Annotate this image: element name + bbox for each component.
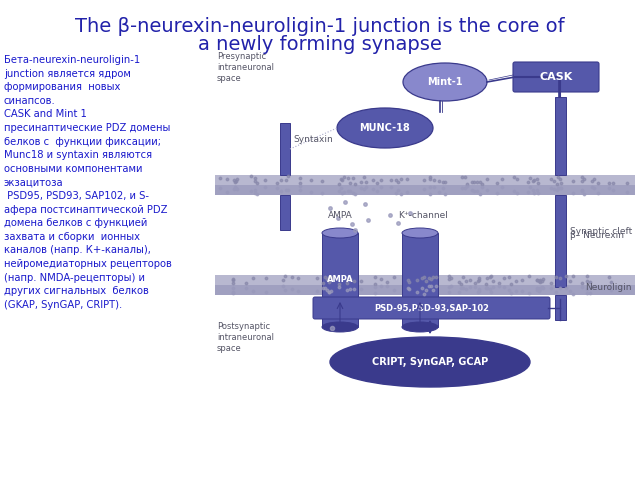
Text: MUNC-18: MUNC-18 [360,123,410,133]
Text: Synaptic cleft: Synaptic cleft [570,228,632,237]
Text: β– Neurexin: β– Neurexin [570,230,624,240]
Text: PSD-95,PSD-93,SAP-102: PSD-95,PSD-93,SAP-102 [374,303,489,312]
Text: Syntaxin: Syntaxin [293,135,333,144]
Bar [402,233,438,327]
Bar [215,275,635,285]
Ellipse shape [402,228,438,238]
Bar [215,185,635,195]
Ellipse shape [330,337,530,387]
Text: a newly forming synapse: a newly forming synapse [198,35,442,54]
Text: CRIPT, SynGAP, GCAP: CRIPT, SynGAP, GCAP [372,357,488,367]
Ellipse shape [403,63,487,101]
Text: K⁺-channel: K⁺-channel [398,211,448,220]
Bar [555,295,566,320]
Text: Mint-1: Mint-1 [428,77,463,87]
Bar [280,195,290,230]
Bar [555,97,566,175]
Text: Neuroligin: Neuroligin [586,283,632,292]
Ellipse shape [322,228,358,238]
Text: Бета-neurexin-neuroligin-1
junction является ядром
формирования  новых
синапсов.: Бета-neurexin-neuroligin-1 junction явля… [4,55,172,310]
Text: AMPA: AMPA [326,276,353,285]
FancyBboxPatch shape [513,62,599,92]
Bar [322,233,358,327]
Bar [215,175,635,185]
Ellipse shape [337,108,433,148]
Text: CASK: CASK [540,72,573,82]
Text: The β-neurexin-neuroligin-1 junction is the core of: The β-neurexin-neuroligin-1 junction is … [75,17,565,36]
Ellipse shape [322,322,358,332]
Bar [215,285,635,295]
Text: Postsynaptic
intraneuronal
space: Postsynaptic intraneuronal space [217,322,274,353]
FancyBboxPatch shape [313,297,550,319]
Ellipse shape [402,322,438,332]
Text: AMPA: AMPA [328,211,353,220]
Text: Presynaptic
intraneuronal
space: Presynaptic intraneuronal space [217,52,274,83]
Bar [555,195,566,287]
Bar [280,123,290,175]
